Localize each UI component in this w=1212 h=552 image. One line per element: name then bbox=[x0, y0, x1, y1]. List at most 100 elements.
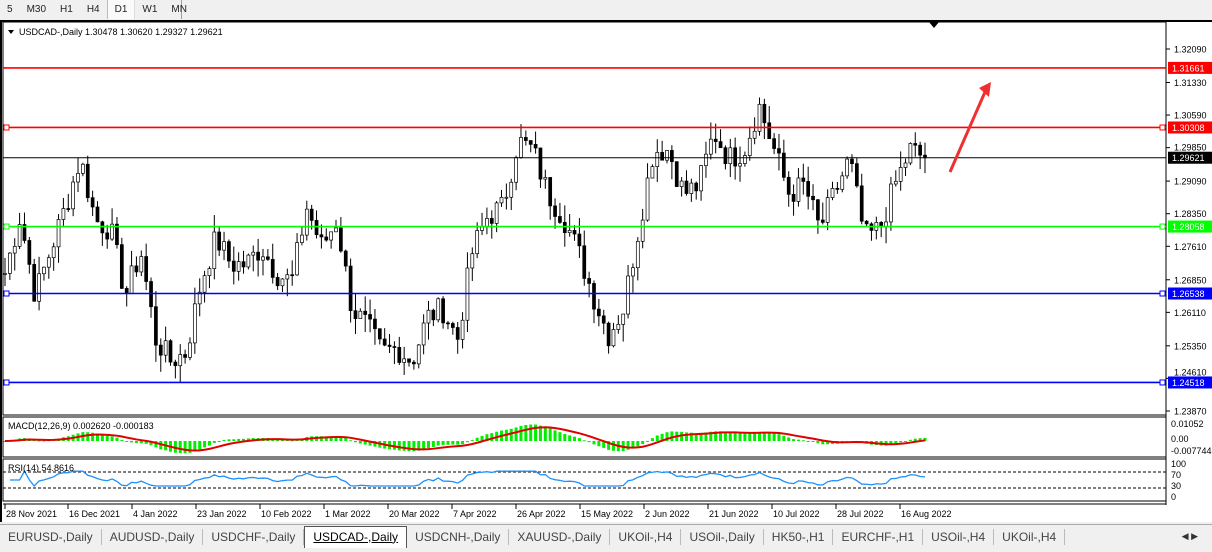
candle-body bbox=[115, 223, 119, 246]
candle-body bbox=[412, 361, 416, 365]
tab-eurchf[interactable]: EURCHF-,H1 bbox=[833, 528, 924, 545]
candle-body bbox=[17, 224, 22, 247]
trend-arrowhead-icon bbox=[979, 82, 991, 97]
macd-bar bbox=[417, 441, 421, 451]
macd-signal-line bbox=[4, 426, 926, 452]
macd-bar bbox=[232, 439, 236, 441]
macd-bar bbox=[139, 441, 143, 444]
macd-bar bbox=[553, 430, 557, 441]
candle-body bbox=[402, 358, 407, 363]
chart-window[interactable] bbox=[0, 20, 1212, 522]
candle-body bbox=[227, 241, 231, 262]
tab-ukoil-h4-2[interactable]: UKOil-,H4 bbox=[994, 528, 1066, 545]
tab-usdcad[interactable]: USDCAD-,Daily bbox=[304, 525, 408, 548]
macd-bar bbox=[597, 441, 601, 447]
level-handle bbox=[3, 223, 10, 230]
candle-body bbox=[348, 265, 353, 312]
candle-body bbox=[90, 197, 95, 208]
candle-body bbox=[601, 315, 606, 324]
candle-body bbox=[845, 158, 849, 177]
tab-ukoil-h4[interactable]: UKOil-,H4 bbox=[610, 528, 682, 545]
tab-hk50[interactable]: HK50-,H1 bbox=[764, 528, 834, 545]
macd-bar bbox=[563, 433, 567, 441]
candle-body bbox=[908, 143, 913, 164]
candle-body bbox=[679, 180, 684, 187]
candle-body bbox=[640, 219, 645, 242]
candle-body bbox=[475, 230, 480, 255]
price-tick-label: 1.30590 bbox=[1174, 111, 1207, 121]
macd-bar bbox=[344, 438, 348, 441]
macd-bar bbox=[222, 439, 226, 441]
macd-bar bbox=[42, 440, 46, 442]
candle-body bbox=[139, 256, 144, 273]
main-panel-frame bbox=[2, 21, 1167, 416]
candle-body bbox=[236, 261, 241, 272]
tab-usoil-h4[interactable]: USOil-,H4 bbox=[923, 528, 995, 545]
rsi-label: RSI(14) 54.8616 bbox=[8, 463, 74, 473]
tf-5[interactable]: 5 bbox=[7, 4, 13, 15]
tab-scroll-arrows-icon[interactable]: ◀ ▶ bbox=[1181, 531, 1198, 541]
macd-bar bbox=[203, 441, 207, 448]
candle-body bbox=[421, 322, 426, 346]
macd-bar bbox=[573, 436, 577, 441]
tf-w1[interactable]: W1 bbox=[142, 4, 158, 15]
tf-m30[interactable]: M30 bbox=[26, 4, 47, 15]
tab-usdchf[interactable]: USDCHF-,Daily bbox=[203, 528, 305, 545]
candle-body bbox=[660, 152, 664, 161]
candle-body bbox=[446, 322, 450, 325]
macd-bar bbox=[105, 436, 109, 441]
candle-body bbox=[27, 240, 32, 265]
candle-body bbox=[319, 234, 324, 238]
macd-bar bbox=[792, 439, 796, 441]
candle-body bbox=[548, 177, 553, 207]
chart-canvas[interactable]: USDCAD-,Daily 1.30478 1.30620 1.29327 1.… bbox=[0, 0, 1212, 524]
candle-body bbox=[377, 328, 382, 340]
candle-body bbox=[820, 219, 825, 223]
candle-body bbox=[261, 256, 265, 261]
tf-h4[interactable]: H4 bbox=[86, 4, 100, 15]
candle-body bbox=[523, 137, 528, 141]
candle-body bbox=[334, 227, 338, 233]
candle-body bbox=[855, 163, 859, 187]
candle-body bbox=[577, 233, 582, 247]
level-price-label: 1.26538 bbox=[1172, 289, 1205, 299]
tf-h1[interactable]: H1 bbox=[60, 4, 73, 15]
candle-body bbox=[840, 175, 845, 190]
macd-bar bbox=[217, 441, 221, 442]
candle-body bbox=[416, 344, 421, 365]
macd-bar bbox=[723, 431, 727, 441]
macd-bar bbox=[923, 437, 927, 441]
candle-body bbox=[158, 344, 163, 356]
candle-body bbox=[738, 163, 742, 167]
macd-panel-frame bbox=[2, 416, 1167, 458]
candle-body bbox=[382, 338, 387, 346]
macd-bar bbox=[339, 436, 343, 441]
macd-bar bbox=[227, 439, 231, 441]
candle-body bbox=[767, 122, 772, 139]
macd-bar bbox=[816, 441, 820, 444]
candle-body bbox=[339, 227, 343, 252]
tab-eurusd[interactable]: EURUSD-,Daily bbox=[0, 528, 102, 545]
macd-bar bbox=[91, 432, 95, 441]
level-handle bbox=[3, 290, 10, 297]
candle-body bbox=[597, 308, 601, 317]
candle-body bbox=[266, 256, 270, 260]
macd-bar bbox=[110, 436, 114, 441]
tf-d1[interactable]: D1 bbox=[106, 0, 136, 19]
candle-body bbox=[485, 218, 489, 227]
candle-body bbox=[806, 181, 811, 197]
tab-usoil-daily[interactable]: USOil-,Daily bbox=[681, 528, 764, 545]
level-handle bbox=[1159, 379, 1166, 386]
candle-body bbox=[713, 138, 718, 142]
chart-title: USDCAD-,Daily 1.30478 1.30620 1.29327 1.… bbox=[19, 27, 223, 37]
macd-bar bbox=[183, 441, 187, 454]
tf-mn[interactable]: MN bbox=[171, 4, 187, 15]
macd-bar bbox=[358, 441, 362, 444]
tab-xauusd[interactable]: XAUUSD-,Daily bbox=[509, 528, 611, 545]
macd-bar bbox=[646, 440, 650, 442]
macd-bar bbox=[436, 441, 440, 446]
tab-usdcnh[interactable]: USDCNH-,Daily bbox=[407, 528, 510, 545]
macd-bar bbox=[684, 432, 688, 441]
trend-arrow-icon bbox=[948, 91, 987, 173]
tab-audusd[interactable]: AUDUSD-,Daily bbox=[102, 528, 204, 545]
